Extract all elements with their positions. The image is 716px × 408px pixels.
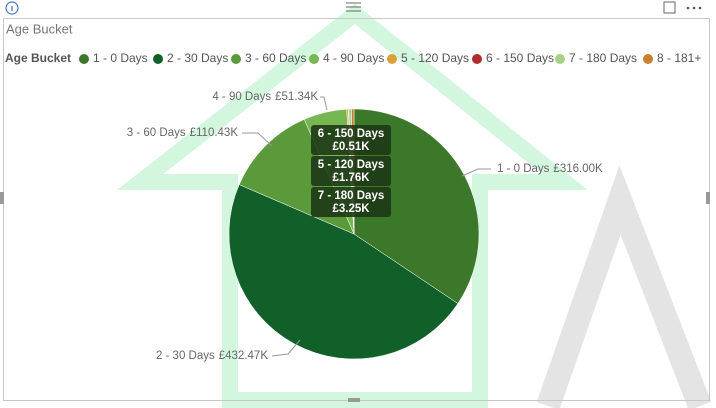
data-label-category: 2 - 30 Days [156,350,215,362]
data-label-box [311,156,391,186]
resize-handle [348,398,360,402]
legend-marker [472,54,482,64]
legend-label: 3 - 60 Days [245,51,306,65]
data-label-category: 1 - 0 Days [497,163,550,175]
leader-line [242,132,273,147]
leader-line [320,96,328,111]
data-label-value: £432.47K [219,350,269,362]
data-label-category: 4 - 90 Days [212,91,271,103]
data-label-box [311,187,391,217]
data-label-value: £110.43K [190,127,239,139]
legend-label: 4 - 90 Days [323,51,384,65]
legend-label: 7 - 180 Days [569,51,637,65]
data-label-value: £3.25K [332,203,370,215]
data-label-value: £51.34K [275,91,318,103]
legend-label: 1 - 0 Days [93,51,148,65]
resize-handle [706,192,710,204]
data-label-value: £1.76K [332,172,370,184]
data-label: 2 - 30 Days £432.47K [156,350,268,362]
resize-handle [0,192,4,204]
data-label-category: 3 - 60 Days [127,127,186,139]
more-options[interactable] [686,6,702,10]
legend-marker [555,54,565,64]
chart-title: Age Bucket [6,21,73,36]
data-label-box [311,125,391,155]
legend-marker [153,54,163,64]
data-label: 4 - 90 Days £51.34K [212,91,318,103]
data-label-category: 7 - 180 Days [318,190,385,202]
legend-marker [387,54,397,64]
data-label-category: 6 - 150 Days [318,128,385,140]
legend-label: 6 - 150 Days [486,51,554,65]
legend-title: Age Bucket [5,51,71,65]
data-label: 3 - 60 Days £110.43K [127,127,239,139]
legend-label: 8 - 181+ [657,51,701,65]
data-label-value: £316.00K [553,163,603,175]
drag-handle[interactable] [346,2,361,12]
legend-marker [231,54,241,64]
info-icon[interactable] [5,1,19,15]
leader-line [271,339,301,357]
data-label: 1 - 0 Days £316.00K [497,163,603,175]
leader-line [461,168,491,177]
legend-marker [643,54,653,64]
legend-label: 2 - 30 Days [167,51,228,65]
focus-mode-icon[interactable] [663,1,676,14]
watermark-letter [536,165,712,408]
data-label-value: £0.51K [332,141,370,153]
legend-marker [309,54,319,64]
pie-slice [228,184,459,360]
legend-label: 5 - 120 Days [401,51,469,65]
legend-marker [79,54,89,64]
data-label-category: 5 - 120 Days [318,159,385,171]
